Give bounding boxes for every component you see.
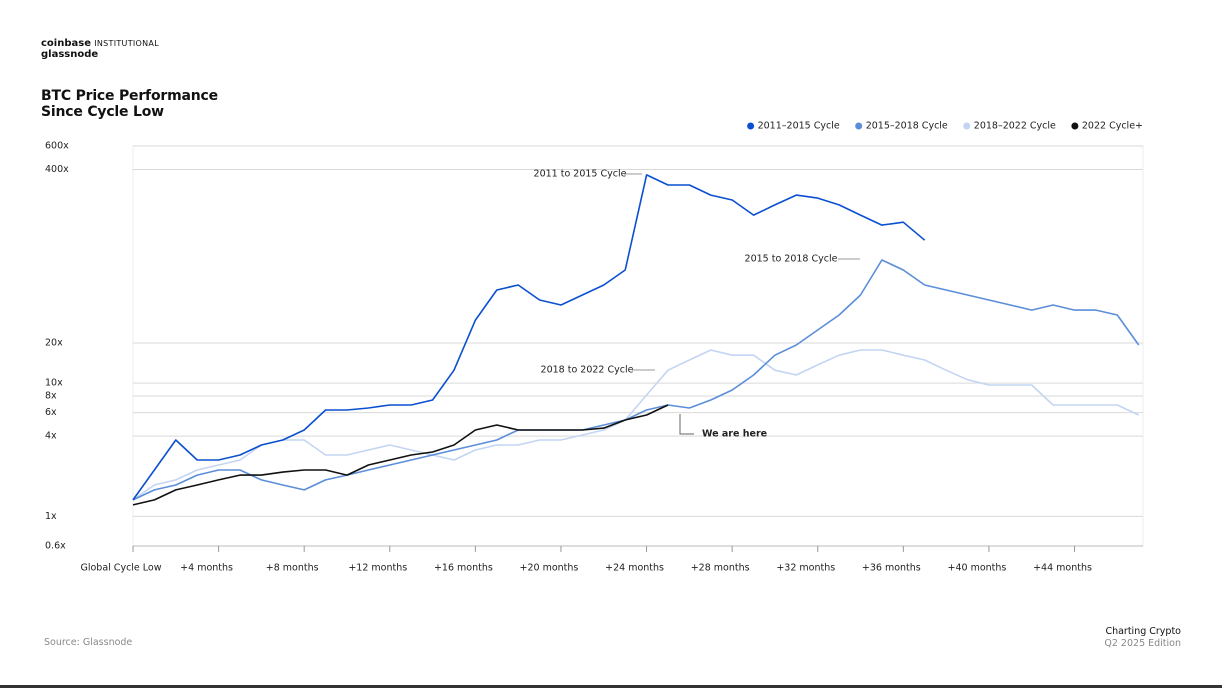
annotation: We are here	[702, 429, 767, 440]
chart-title: BTC Price Performance Since Cycle Low	[41, 88, 218, 120]
brand-sub: INSTITUTIONAL	[94, 39, 159, 48]
x-tick-label: +8 months	[266, 563, 319, 574]
series-line	[132, 349, 1140, 501]
legend-swatch	[963, 122, 971, 130]
x-tick-label: Global Cycle Low	[80, 563, 161, 574]
x-tick-label: +32 months	[776, 563, 835, 574]
brand-name: coinbase	[41, 38, 91, 49]
legend-label: 2018–2022 Cycle	[974, 121, 1056, 132]
series-line	[132, 404, 669, 506]
series-line	[132, 174, 926, 501]
x-tick-label: +40 months	[948, 563, 1007, 574]
x-tick-label: +4 months	[180, 563, 233, 574]
source: Source: Glassnode	[44, 637, 133, 648]
legend-label: 2022 Cycle+	[1082, 121, 1143, 132]
publication: Charting Crypto	[1105, 626, 1181, 637]
edition: Q2 2025 Edition	[1104, 638, 1181, 649]
annotation: 2018 to 2022 Cycle	[541, 365, 634, 376]
annotation: 2015 to 2018 Cycle	[745, 254, 838, 265]
y-tick-label: 600x	[45, 141, 69, 152]
x-tick-label: +36 months	[862, 563, 921, 574]
brand: coinbase INSTITUTIONAL glassnode	[41, 38, 159, 60]
x-tick-label: +20 months	[520, 563, 579, 574]
legend-swatch	[747, 122, 755, 130]
y-tick-label: 1x	[45, 511, 57, 522]
x-tick-label: +24 months	[605, 563, 664, 574]
legend-label: 2011–2015 Cycle	[758, 121, 840, 132]
x-tick-label: +44 months	[1033, 563, 1092, 574]
legend-label: 2015–2018 Cycle	[866, 121, 948, 132]
annotation-leader	[679, 414, 694, 435]
x-tick-label: +28 months	[691, 563, 750, 574]
y-tick-label: 6x	[45, 407, 57, 418]
y-tick-label: 0.6x	[45, 541, 66, 552]
legend-swatch	[855, 122, 863, 130]
y-tick-label: 4x	[45, 431, 57, 442]
partner-name: glassnode	[41, 49, 99, 60]
y-tick-label: 400x	[45, 164, 69, 175]
series-line	[132, 259, 1140, 501]
footer: Charting Crypto Q2 2025 Edition	[1104, 626, 1181, 650]
x-tick-label: +16 months	[434, 563, 493, 574]
y-tick-label: 10x	[45, 378, 63, 389]
annotation: 2011 to 2015 Cycle	[534, 169, 627, 180]
y-tick-label: 20x	[45, 337, 63, 348]
bottom-rule	[0, 685, 1222, 688]
y-tick-label: 8x	[45, 391, 57, 402]
x-tick-label: +12 months	[348, 563, 407, 574]
legend-swatch	[1071, 122, 1079, 130]
